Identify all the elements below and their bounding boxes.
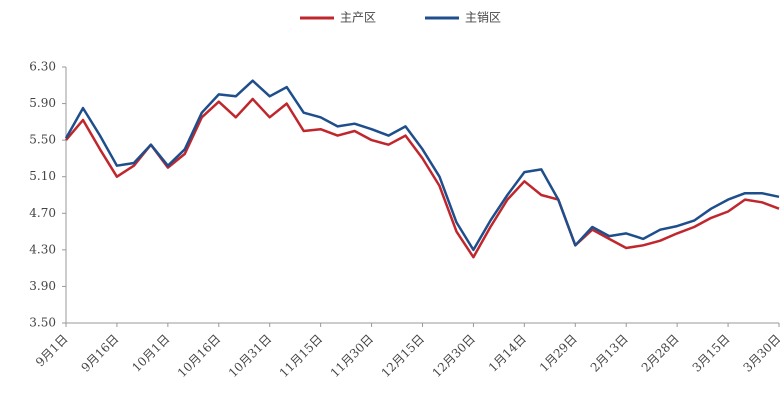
x-tick-label: 3月30日 [741, 332, 780, 375]
y-tick-label: 4.30 [29, 242, 56, 256]
y-tick-label: 6.30 [29, 60, 56, 74]
y-tick-label: 3.90 [29, 279, 56, 293]
y-tick-label: 5.50 [29, 133, 56, 147]
x-tick-label: 10月31日 [226, 332, 274, 380]
x-tick-label: 12月30日 [430, 332, 478, 380]
x-tick-label: 10月1日 [129, 332, 172, 375]
x-tick-label: 12月15日 [379, 332, 427, 380]
x-tick-label: 9月1日 [33, 332, 71, 370]
x-tick-label: 11月30日 [328, 332, 376, 380]
y-tick-label: 4.70 [29, 206, 56, 220]
x-tick-label: 9月16日 [78, 332, 121, 375]
x-tick-label: 1月29日 [537, 332, 580, 375]
x-tick-label: 11月15日 [277, 332, 325, 380]
y-tick-label: 3.50 [29, 316, 56, 330]
legend-label: 主产区 [340, 11, 376, 25]
x-tick-label: 2月13日 [588, 332, 631, 375]
series-line [65, 97, 780, 259]
y-tick-label: 5.10 [29, 169, 56, 183]
x-tick-label: 2月28日 [639, 332, 682, 375]
legend-label: 主销区 [465, 11, 501, 25]
x-tick-label: 10月16日 [175, 332, 223, 380]
y-tick-label: 5.90 [29, 96, 56, 110]
x-tick-label: 1月14日 [486, 332, 529, 375]
x-tick-label: 3月15日 [690, 332, 733, 375]
series-line [64, 79, 780, 252]
